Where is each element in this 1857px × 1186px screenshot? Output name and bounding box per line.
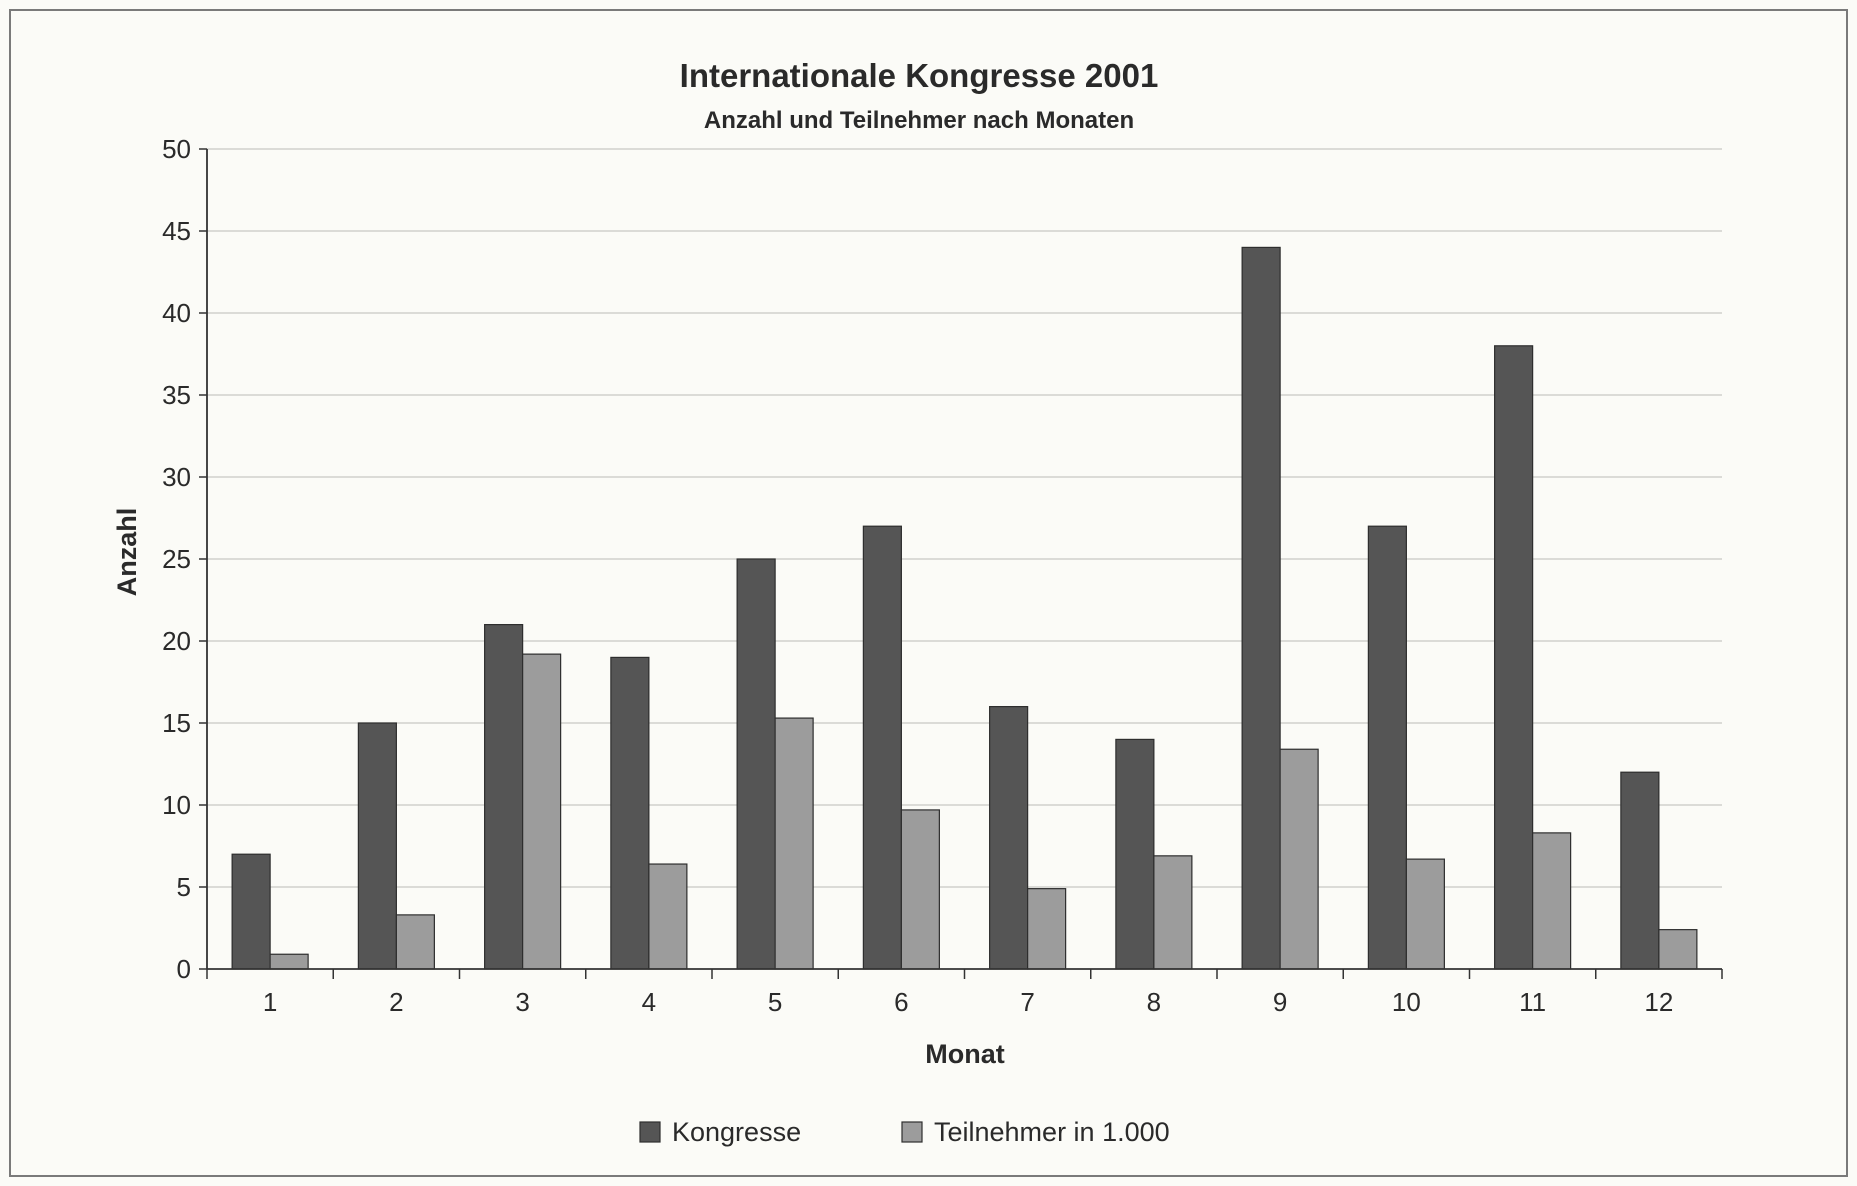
bar-kongresse [736, 558, 776, 970]
bar-teilnehmer [1153, 855, 1193, 970]
y-tick-label: 20 [162, 626, 191, 656]
x-tick-label: 12 [1644, 987, 1673, 1017]
bar-kongresse [1367, 525, 1407, 970]
bar-teilnehmer [1532, 832, 1572, 970]
bar-kongresse [989, 705, 1029, 970]
y-tick-label: 25 [162, 544, 191, 574]
y-tick-label: 5 [177, 872, 191, 902]
y-tick-label: 0 [177, 954, 191, 984]
x-tick-label: 5 [768, 987, 782, 1017]
bar-teilnehmer [269, 953, 309, 970]
y-tick-label: 40 [162, 298, 191, 328]
y-tick-label: 30 [162, 462, 191, 492]
x-tick-label: 7 [1020, 987, 1034, 1017]
x-tick-label: 9 [1273, 987, 1287, 1017]
y-tick-label: 45 [162, 216, 191, 246]
bar-kongresse [357, 722, 397, 970]
y-tick-label: 10 [162, 790, 191, 820]
bar-teilnehmer [774, 717, 814, 970]
x-axis-label: Monat [925, 1039, 1004, 1069]
legend-swatch [901, 1121, 923, 1143]
legend-label: Kongresse [672, 1117, 801, 1147]
x-tick-label: 4 [642, 987, 656, 1017]
x-tick-label: 3 [515, 987, 529, 1017]
bar-kongresse [1241, 246, 1281, 970]
bar-kongresse [484, 623, 524, 970]
x-tick-label: 2 [389, 987, 403, 1017]
x-tick-label: 10 [1392, 987, 1421, 1017]
bar-kongresse [610, 656, 650, 970]
bar-kongresse [1494, 345, 1534, 970]
legend: Kongresse Teilnehmer in 1.000 [639, 1117, 1170, 1147]
chart-title: Internationale Kongresse 2001 [680, 57, 1159, 94]
bar-teilnehmer [1405, 858, 1445, 970]
bar-teilnehmer [395, 914, 435, 970]
y-tick-label: 15 [162, 708, 191, 738]
chart-frame [9, 9, 1848, 1177]
bar-teilnehmer [1279, 748, 1319, 970]
gridlines [207, 148, 1722, 888]
y-tick-label: 35 [162, 380, 191, 410]
bars [231, 246, 1698, 970]
x-tick-label: 11 [1519, 987, 1546, 1017]
bar-kongresse [862, 525, 902, 970]
y-axis-label: Anzahl [112, 508, 142, 597]
legend-label: Teilnehmer in 1.000 [934, 1117, 1170, 1147]
bar-kongresse [1620, 771, 1660, 970]
bar-teilnehmer [522, 653, 562, 970]
bar-kongresse [1115, 738, 1155, 970]
bar-teilnehmer [900, 809, 940, 970]
x-tick-label: 6 [894, 987, 908, 1017]
bar-kongresse [231, 853, 271, 970]
legend-swatch [639, 1121, 661, 1143]
y-tick-label: 50 [162, 134, 191, 164]
x-tick-label: 8 [1147, 987, 1161, 1017]
bar-teilnehmer [648, 863, 688, 970]
bar-teilnehmer [1658, 929, 1698, 970]
bar-teilnehmer [1027, 888, 1067, 970]
x-tick-label: 1 [263, 987, 277, 1017]
chart-subtitle: Anzahl und Teilnehmer nach Monaten [704, 107, 1134, 134]
